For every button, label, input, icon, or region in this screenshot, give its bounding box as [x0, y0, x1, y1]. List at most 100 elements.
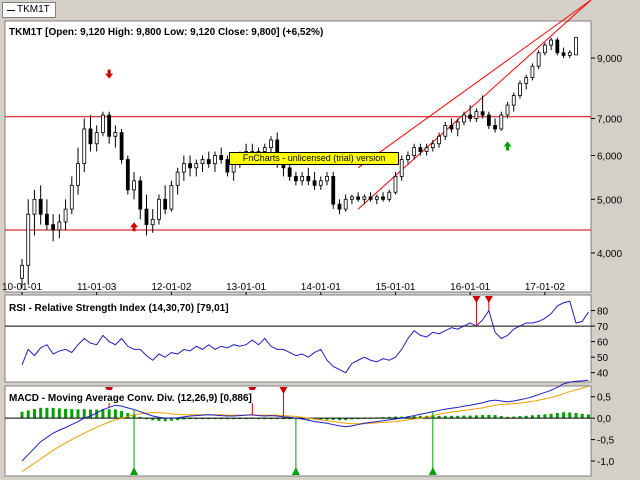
candle [362, 194, 367, 205]
candle [138, 176, 143, 220]
macd-histogram-bar [70, 409, 74, 419]
candle-body [69, 184, 74, 210]
candle [119, 128, 124, 164]
candle-body [387, 191, 392, 200]
candle [213, 151, 217, 173]
candle [157, 194, 161, 225]
candle [524, 74, 529, 90]
macd-histogram-bar [456, 415, 460, 419]
candle [219, 147, 224, 164]
macd-histogram-bar [182, 418, 186, 420]
candle-body [51, 224, 56, 231]
candle [63, 199, 68, 231]
candle-body [362, 196, 367, 200]
candle-body [449, 125, 454, 130]
buy-signal-arrow [130, 222, 139, 232]
candle-body [499, 114, 504, 130]
macd-histogram-bar [524, 415, 528, 419]
candle [536, 50, 541, 69]
candle [412, 143, 417, 160]
tab-label: TKM1T [17, 4, 50, 15]
candle [194, 159, 199, 177]
candle-body [225, 159, 230, 173]
rsi-title: RSI - Relative Strength Index (14,30,70)… [9, 303, 229, 314]
candle [480, 95, 485, 119]
candle-body [262, 147, 267, 152]
candle [505, 101, 510, 119]
candle [82, 118, 87, 173]
candle [555, 37, 560, 56]
candle-body [113, 132, 118, 137]
macd-histogram-bar [45, 407, 49, 419]
candle [567, 50, 572, 59]
macd-histogram-bar [319, 418, 323, 420]
macd-histogram-bar [76, 409, 80, 419]
candle [132, 172, 136, 200]
macd-histogram-bar [120, 410, 124, 419]
candle [312, 172, 317, 190]
rsi-tick-label: 70 [597, 322, 609, 333]
x-tick-label: 15-01-01 [375, 282, 415, 293]
candle-body [443, 125, 448, 137]
candle [306, 167, 311, 186]
macd-histogram-bar [95, 409, 99, 419]
candle-body [26, 213, 31, 266]
candle [101, 111, 105, 137]
candle [331, 172, 336, 210]
candle [374, 194, 379, 205]
candle-body [505, 104, 510, 116]
candle-body [536, 52, 541, 67]
macd-histogram-bar [474, 415, 478, 419]
candle-body [132, 180, 136, 191]
macd-histogram-bar [400, 416, 404, 419]
candle-body [530, 65, 535, 78]
candle-body [480, 111, 485, 116]
macd-histogram-bar [350, 418, 354, 420]
macd-histogram-bar [387, 416, 391, 419]
rsi-sell-marker [472, 296, 481, 303]
tab-bar: TKM1T [0, 0, 640, 20]
macd-histogram-bar [57, 408, 61, 419]
candle-body [94, 132, 99, 145]
macd-histogram-bar [157, 418, 161, 421]
candle-body [150, 218, 155, 226]
macd-histogram-bar [176, 418, 180, 421]
rsi-line [21, 300, 589, 374]
rsi-tick-label: 80 [597, 307, 609, 318]
candle [38, 185, 43, 225]
candle-body [542, 44, 547, 54]
candle-body [312, 180, 317, 186]
candle [206, 151, 211, 168]
candle-body [213, 155, 217, 165]
macd-histogram-bar [88, 409, 92, 419]
candle-body [325, 176, 329, 182]
x-tick-label: 13-01-01 [226, 282, 266, 293]
candle-body [424, 147, 429, 152]
candle-body [20, 264, 24, 279]
candle-body [88, 128, 93, 145]
candle [144, 194, 149, 236]
macd-histogram-bar [20, 411, 24, 419]
candle [88, 115, 93, 152]
macd-histogram-bar [331, 418, 335, 420]
candle [76, 147, 80, 195]
tab-tkm1t[interactable]: TKM1T [2, 2, 56, 18]
candle-body [169, 184, 174, 210]
candle [437, 132, 441, 148]
candle [300, 172, 305, 186]
candle-body [412, 147, 417, 156]
candle [424, 143, 429, 156]
candle [430, 139, 435, 152]
candle-body [474, 111, 479, 119]
candle [468, 105, 473, 122]
macd-histogram-bar [568, 412, 572, 419]
candle [549, 37, 554, 51]
macd-histogram-bar [337, 418, 341, 421]
macd-histogram-bar [555, 413, 559, 419]
macd-title: MACD - Moving Average Conv. Div. (12,26,… [9, 393, 252, 404]
candle-body [406, 155, 410, 160]
candle [518, 80, 522, 99]
candle-body [455, 121, 460, 130]
macd-histogram-bar [64, 408, 68, 419]
